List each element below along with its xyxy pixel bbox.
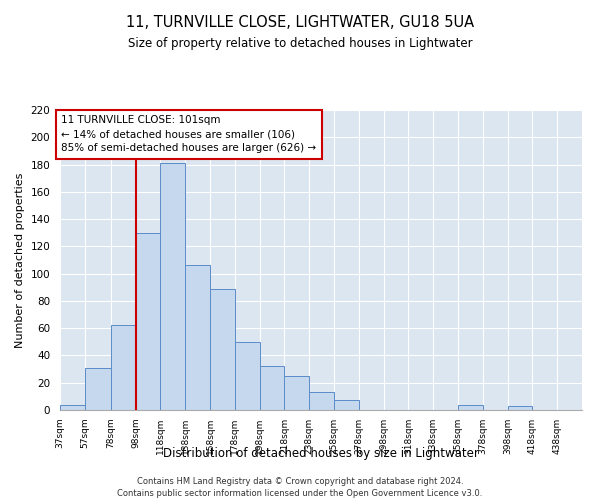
- Text: Size of property relative to detached houses in Lightwater: Size of property relative to detached ho…: [128, 38, 472, 51]
- Bar: [85, 368, 111, 410]
- Text: Contains HM Land Registry data © Crown copyright and database right 2024.: Contains HM Land Registry data © Crown c…: [137, 478, 463, 486]
- Bar: [334, 400, 359, 410]
- Bar: [508, 406, 532, 410]
- Y-axis label: Number of detached properties: Number of detached properties: [15, 172, 25, 348]
- Bar: [60, 404, 85, 410]
- Bar: [235, 342, 260, 410]
- Text: Contains public sector information licensed under the Open Government Licence v3: Contains public sector information licen…: [118, 489, 482, 498]
- Bar: [160, 163, 185, 410]
- Text: 11, TURNVILLE CLOSE, LIGHTWATER, GU18 5UA: 11, TURNVILLE CLOSE, LIGHTWATER, GU18 5U…: [126, 15, 474, 30]
- Text: 11 TURNVILLE CLOSE: 101sqm
← 14% of detached houses are smaller (106)
85% of sem: 11 TURNVILLE CLOSE: 101sqm ← 14% of deta…: [61, 116, 316, 154]
- Text: Distribution of detached houses by size in Lightwater: Distribution of detached houses by size …: [163, 448, 479, 460]
- Bar: [111, 326, 136, 410]
- Bar: [458, 404, 483, 410]
- Bar: [136, 232, 160, 410]
- Bar: [260, 366, 284, 410]
- Bar: [284, 376, 309, 410]
- Bar: [185, 266, 210, 410]
- Bar: [309, 392, 334, 410]
- Bar: [210, 288, 235, 410]
